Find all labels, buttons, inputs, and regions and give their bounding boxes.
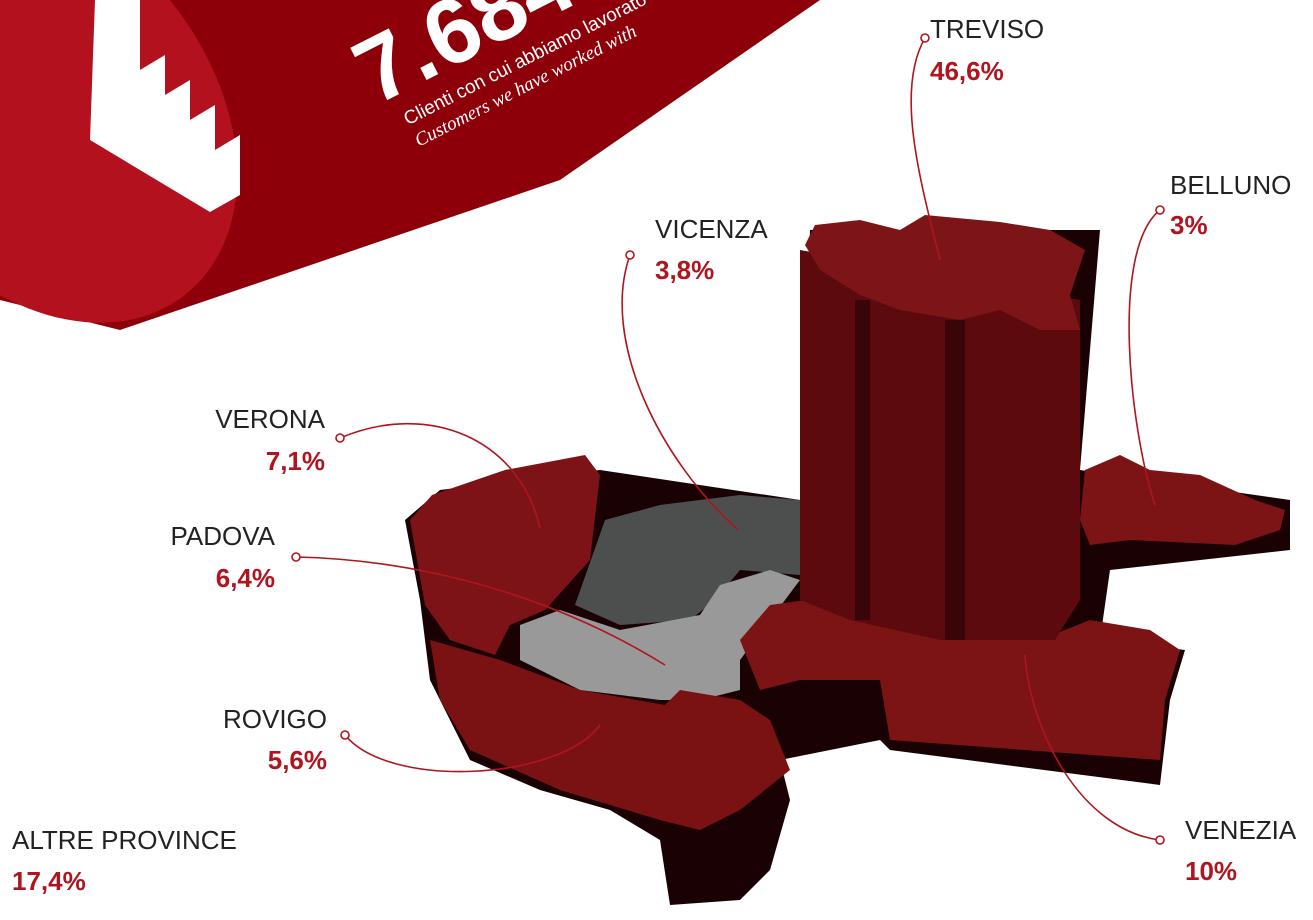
region-name: BELLUNO	[1170, 170, 1291, 200]
region-share: 7,1%	[266, 446, 325, 476]
region-share: 10%	[1185, 856, 1237, 886]
treviso-top	[805, 215, 1085, 330]
rovigo	[430, 640, 790, 830]
leader-dot	[920, 33, 930, 43]
leader-line	[295, 556, 666, 666]
leader-dot	[625, 250, 635, 260]
leaders	[291, 33, 1165, 845]
region-name: ALTRE PROVINCE	[12, 825, 237, 855]
region-name: VENEZIA	[1185, 815, 1297, 845]
vicenza	[575, 495, 800, 625]
region-name: ROVIGO	[223, 704, 327, 734]
leader-dot	[1155, 205, 1165, 215]
region-share: 46,6%	[930, 56, 1004, 86]
leader-line	[339, 422, 541, 529]
verona	[410, 455, 600, 655]
leader-dot	[291, 552, 301, 562]
region-name: PADOVA	[170, 521, 275, 551]
region-share: 17,4%	[12, 866, 86, 896]
belluno	[1080, 455, 1285, 545]
leader-dot	[1155, 835, 1165, 845]
venezia	[740, 598, 1180, 760]
labels: TREVISO 46,6% BELLUNO 3% VICENZA 3,8% VE…	[12, 14, 1297, 896]
leader-dot	[340, 730, 350, 740]
region-share: 5,6%	[268, 745, 327, 775]
leader-line	[910, 37, 941, 261]
map	[405, 215, 1290, 905]
leader-line	[344, 724, 601, 773]
treviso-edge	[945, 320, 965, 640]
region-share: 3%	[1170, 210, 1208, 240]
factory-icon	[90, 0, 240, 212]
padova	[520, 570, 800, 700]
leader-dot	[335, 433, 345, 443]
leader-line	[1024, 654, 1161, 841]
banner: 7.684 Clienti con cui abbiamo lavorato C…	[0, 0, 820, 330]
region-share: 3,8%	[655, 255, 714, 285]
region-name: VICENZA	[655, 214, 768, 244]
leader-line	[621, 254, 739, 531]
region-share: 6,4%	[216, 563, 275, 593]
leader-line	[1128, 209, 1161, 506]
region-name: TREVISO	[930, 14, 1044, 44]
treviso-edge	[855, 300, 870, 620]
region-name: VERONA	[215, 404, 325, 434]
